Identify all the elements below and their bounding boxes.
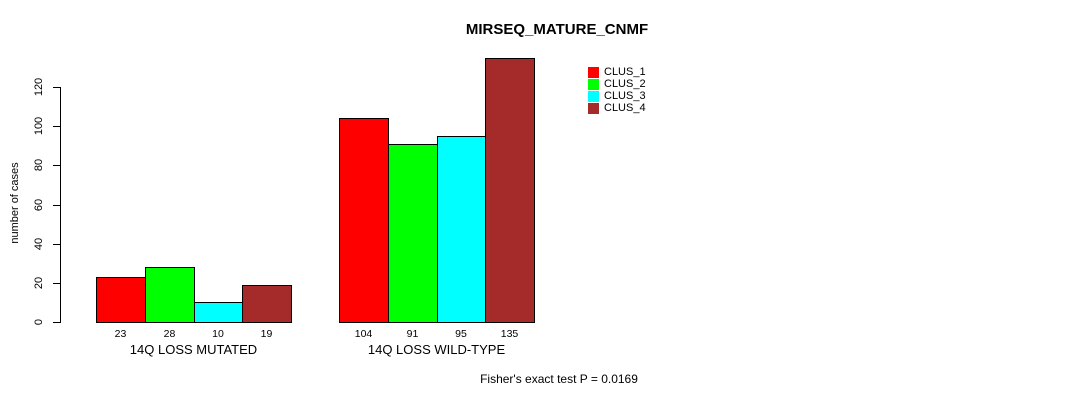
legend-swatch-icon bbox=[588, 78, 599, 90]
bar-clus_4-0 bbox=[242, 285, 292, 323]
bar-clus_4-1 bbox=[485, 58, 535, 323]
y-tick bbox=[53, 205, 60, 206]
y-tick-label: 100 bbox=[33, 116, 45, 136]
group-label-0: 14Q LOSS MUTATED bbox=[129, 342, 258, 357]
bar-clus_1-0 bbox=[96, 277, 146, 323]
bar-clus_3-1 bbox=[437, 136, 486, 323]
bar-clus_2-1 bbox=[388, 144, 438, 323]
y-tick bbox=[53, 87, 60, 88]
bar-clus_1-1 bbox=[339, 118, 389, 323]
legend-row-clus_3: CLUS_3 bbox=[588, 90, 646, 102]
y-tick-label: 60 bbox=[33, 198, 45, 212]
y-tick-label: 80 bbox=[33, 158, 45, 172]
legend-row-clus_4: CLUS_4 bbox=[588, 102, 646, 114]
y-tick-label: 120 bbox=[33, 77, 45, 97]
y-tick bbox=[53, 244, 60, 245]
chart-title: MIRSEQ_MATURE_CNMF bbox=[465, 21, 649, 38]
group-label-1: 14Q LOSS WILD-TYPE bbox=[367, 342, 506, 357]
legend-swatch-icon bbox=[588, 102, 599, 114]
y-tick bbox=[53, 322, 60, 323]
bar-value-label: 10 bbox=[212, 328, 224, 340]
y-tick-label: 40 bbox=[33, 237, 45, 251]
bar-value-label: 23 bbox=[114, 328, 127, 340]
y-tick bbox=[53, 126, 60, 127]
bar-clus_3-0 bbox=[194, 302, 243, 323]
legend-label: CLUS_3 bbox=[604, 90, 646, 102]
bar-value-label: 135 bbox=[500, 328, 519, 340]
legend-swatch-icon bbox=[588, 90, 599, 102]
y-tick bbox=[53, 283, 60, 284]
bar-value-label: 95 bbox=[455, 328, 467, 340]
legend-swatch-icon bbox=[588, 66, 599, 78]
y-axis-line bbox=[60, 87, 61, 323]
bar-value-label: 91 bbox=[406, 328, 419, 340]
legend-row-clus_2: CLUS_2 bbox=[588, 78, 646, 90]
legend-label: CLUS_2 bbox=[604, 78, 646, 90]
legend-row-clus_1: CLUS_1 bbox=[588, 66, 646, 78]
bar-value-label: 28 bbox=[163, 328, 176, 340]
y-tick-label: 0 bbox=[33, 318, 45, 326]
y-axis-label: number of cases bbox=[9, 162, 21, 244]
y-tick-label: 20 bbox=[33, 276, 45, 290]
bar-clus_2-0 bbox=[145, 267, 195, 323]
bar-value-label: 104 bbox=[354, 328, 373, 340]
legend-label: CLUS_1 bbox=[604, 66, 646, 78]
fisher-test-annotation: Fisher's exact test P = 0.0169 bbox=[480, 372, 638, 386]
bar-value-label: 19 bbox=[260, 328, 273, 340]
legend-label: CLUS_4 bbox=[604, 102, 646, 114]
y-tick bbox=[53, 165, 60, 166]
